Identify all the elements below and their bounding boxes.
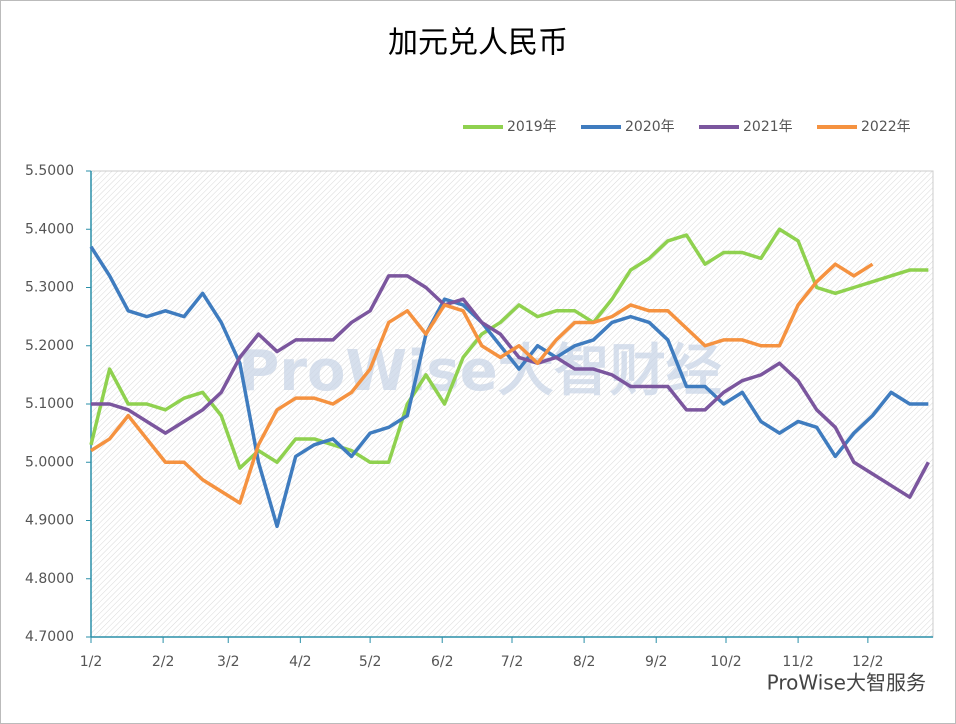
series-line bbox=[90, 262, 874, 505]
footer-text: ProWise大智服务 bbox=[767, 671, 926, 695]
x-tick-label: 6/2 bbox=[431, 654, 454, 670]
chart-title: 加元兑人民币 bbox=[388, 26, 568, 61]
y-tick-label: 5.2000 bbox=[25, 338, 74, 354]
y-tick-label: 5.0000 bbox=[25, 454, 74, 470]
y-tick-label: 5.5000 bbox=[25, 163, 74, 179]
legend-label: 2019年 bbox=[507, 119, 557, 135]
plot-background bbox=[90, 170, 934, 638]
x-tick-label: 11/2 bbox=[782, 654, 813, 670]
y-tick-label: 5.1000 bbox=[25, 396, 74, 412]
legend-label: 2020年 bbox=[625, 119, 675, 135]
x-tick-label: 7/2 bbox=[501, 654, 524, 670]
x-tick-label: 4/2 bbox=[289, 654, 312, 670]
y-tick-label: 5.4000 bbox=[25, 221, 74, 237]
x-tick-label: 9/2 bbox=[645, 654, 668, 670]
y-tick-label: 4.9000 bbox=[25, 513, 74, 529]
series-line bbox=[91, 274, 930, 499]
x-tick-label: 8/2 bbox=[573, 654, 596, 670]
y-tick-label: 4.8000 bbox=[25, 571, 74, 587]
series-line bbox=[89, 227, 929, 470]
y-tick-label: 5.3000 bbox=[25, 280, 74, 296]
legend-label: 2022年 bbox=[861, 119, 911, 135]
x-tick-label: 5/2 bbox=[359, 654, 382, 670]
y-tick-label: 4.7000 bbox=[25, 629, 74, 645]
x-tick-label: 2/2 bbox=[152, 654, 175, 670]
x-tick-label: 1/2 bbox=[80, 654, 103, 670]
x-tick-label: 12/2 bbox=[852, 654, 883, 670]
x-tick-label: 3/2 bbox=[217, 654, 240, 670]
watermark: ProWise大智财经 bbox=[238, 339, 721, 404]
x-tick-label: 10/2 bbox=[710, 654, 741, 670]
legend-label: 2021年 bbox=[743, 119, 793, 135]
series-line bbox=[89, 245, 929, 529]
